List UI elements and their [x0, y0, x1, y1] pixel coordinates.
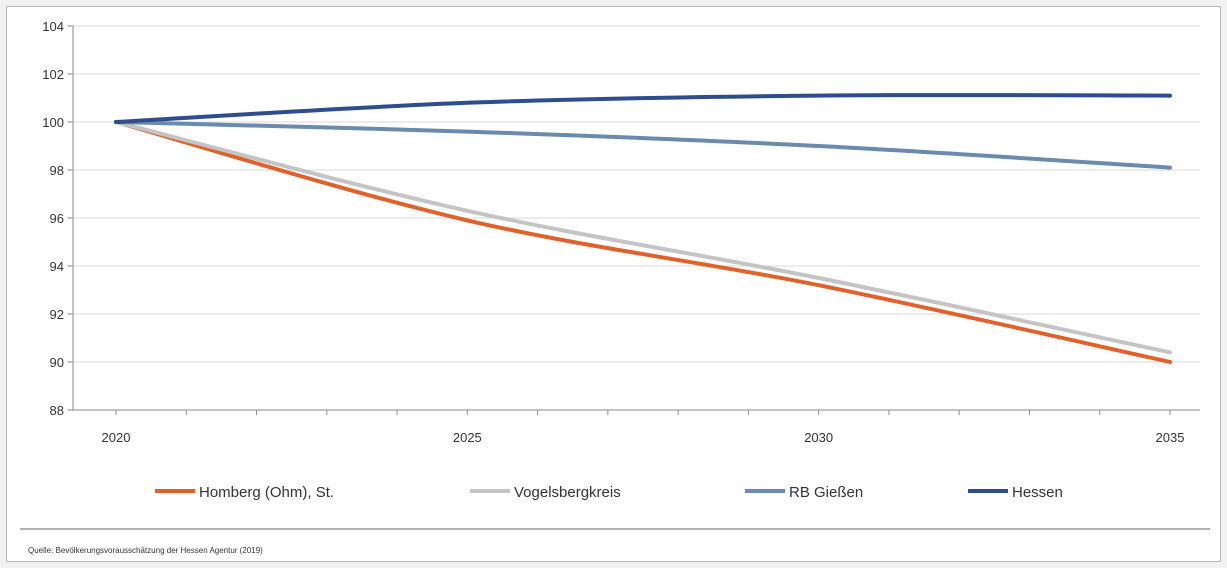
- y-tick-label: 104: [42, 19, 64, 34]
- axes: [72, 26, 1200, 411]
- series-line-homberg-ohm-st: [114, 120, 1172, 364]
- y-tick-label: 90: [50, 355, 64, 370]
- y-tick-label: 102: [42, 67, 64, 82]
- y-tick-label: 88: [50, 403, 64, 418]
- series-line-vogelsbergkreis: [114, 120, 1172, 355]
- tick-labels: 88 90 92 94 96 98 100 102 104 2020 2025 2030 2035: [42, 19, 1184, 445]
- series-line-rb-gie-en: [114, 120, 1172, 170]
- y-tick-label: 94: [50, 259, 64, 274]
- x-tick-label: 2025: [453, 430, 482, 445]
- legend: Homberg (Ohm), St. Vogelsbergkreis RB Gieß…: [155, 484, 1063, 501]
- x-tick-label: 2020: [102, 430, 131, 445]
- y-tick-label: 98: [50, 163, 64, 178]
- source-note: Quelle: Bevölkerungsvorausschätzung der …: [28, 546, 263, 555]
- legend-label-hessen: Hessen: [1012, 484, 1063, 501]
- x-tick-label: 2030: [804, 430, 833, 445]
- legend-label-rb-gie-en: RB Gießen: [789, 484, 863, 501]
- gridlines: [68, 25, 1200, 415]
- y-tick-label: 96: [50, 211, 64, 226]
- legend-label-vogelsbergkreis: Vogelsbergkreis: [514, 484, 621, 501]
- series-line-hessen: [114, 93, 1172, 124]
- y-tick-label: 92: [50, 307, 64, 322]
- series-lines: [114, 93, 1172, 364]
- legend-label-homberg-ohm-st: Homberg (Ohm), St.: [199, 484, 334, 501]
- y-tick-label: 100: [42, 115, 64, 130]
- x-tick-label: 2035: [1156, 430, 1185, 445]
